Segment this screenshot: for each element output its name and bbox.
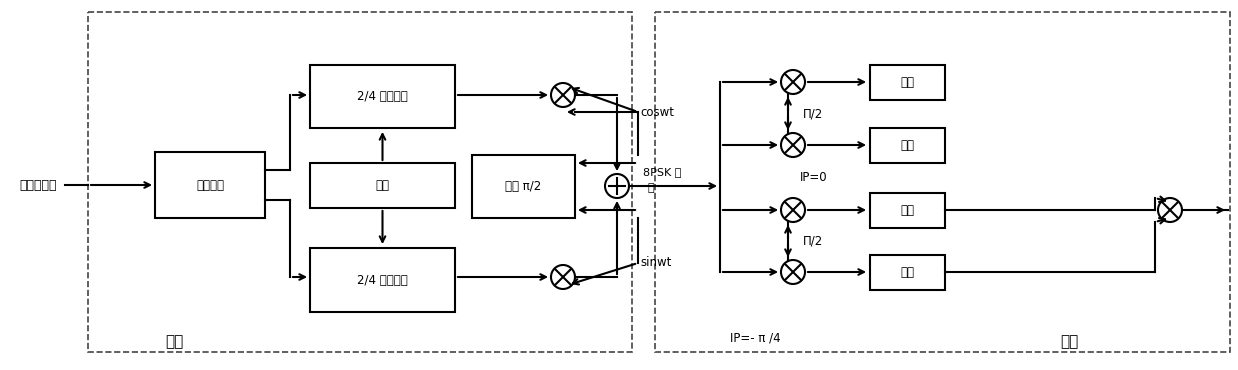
Text: 2/4 电平转换: 2/4 电平转换 — [357, 90, 407, 103]
Text: Π/2: Π/2 — [803, 107, 823, 120]
Text: 判断: 判断 — [900, 266, 915, 279]
Text: Π/2: Π/2 — [803, 235, 823, 248]
Text: sinwt: sinwt — [640, 256, 671, 269]
Bar — [155, 152, 265, 218]
Text: 相移 π/2: 相移 π/2 — [505, 180, 541, 193]
Text: 二进制数据: 二进制数据 — [20, 178, 57, 192]
Bar — [870, 128, 945, 163]
Text: 解调: 解调 — [1060, 334, 1078, 350]
Text: 号: 号 — [647, 183, 655, 193]
Text: 调制: 调制 — [165, 334, 183, 350]
Bar — [870, 255, 945, 290]
Text: 判断: 判断 — [900, 138, 915, 151]
Text: coswt: coswt — [640, 105, 673, 118]
Bar — [472, 155, 574, 218]
Text: 解码: 解码 — [375, 179, 390, 192]
Bar — [870, 65, 945, 100]
Text: 串并转换: 串并转换 — [196, 178, 224, 192]
Bar — [88, 12, 633, 352]
Text: 8PSK 信: 8PSK 信 — [643, 167, 681, 177]
Bar — [310, 248, 456, 312]
Bar — [870, 193, 945, 228]
Text: 2/4 电平转换: 2/4 电平转换 — [357, 273, 407, 286]
Bar — [310, 163, 456, 208]
Text: IP=0: IP=0 — [800, 171, 828, 184]
Bar — [310, 65, 456, 128]
Text: 判断: 判断 — [900, 204, 915, 216]
Bar — [655, 12, 1231, 352]
Text: 判断: 判断 — [900, 75, 915, 88]
Text: IP=- π /4: IP=- π /4 — [730, 332, 781, 344]
